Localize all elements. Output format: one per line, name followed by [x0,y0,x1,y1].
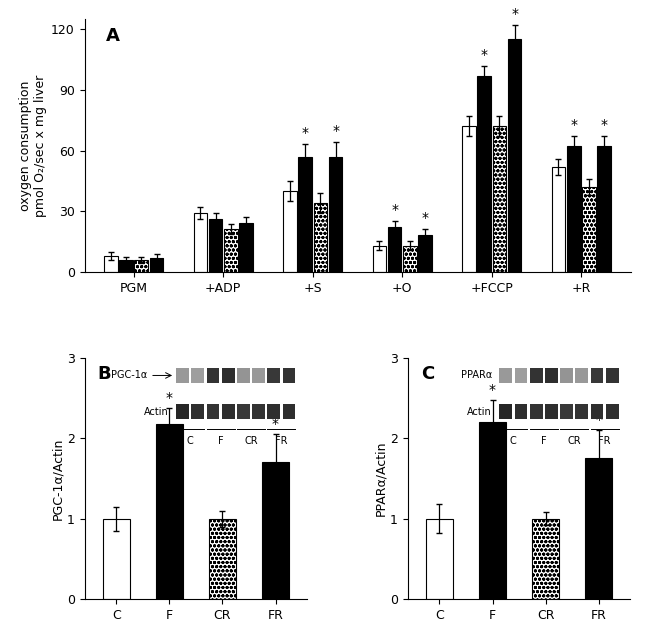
Text: C: C [510,436,517,446]
Bar [591,404,603,419]
Text: *: * [302,126,309,140]
Bar [262,462,289,599]
Bar [207,404,220,419]
Text: *: * [601,118,608,132]
Text: *: * [511,7,518,21]
Bar [567,147,580,272]
Text: F: F [218,436,224,446]
Text: CR: CR [567,436,581,446]
Bar [104,255,118,272]
Text: Actin: Actin [467,406,492,417]
Bar [606,368,619,383]
Y-axis label: PGC-1α/Actin: PGC-1α/Actin [51,437,64,520]
Text: Actin: Actin [144,406,169,417]
Text: *: * [489,383,496,397]
Bar [597,147,611,272]
Bar [191,404,204,419]
Text: CR: CR [244,436,258,446]
Bar [515,404,527,419]
Y-axis label: PPARα/Actin: PPARα/Actin [374,441,387,516]
Bar [372,245,386,272]
Text: *: * [422,211,428,225]
Bar [252,404,265,419]
Bar [462,126,476,272]
Bar [499,368,512,383]
Text: A: A [107,27,120,45]
Bar [575,404,588,419]
Bar [426,519,453,599]
Text: C: C [187,436,194,446]
Bar [239,224,253,272]
Bar [575,368,588,383]
Bar [267,368,280,383]
Bar [545,404,558,419]
Bar [545,368,558,383]
Bar [418,236,432,272]
Bar [176,404,189,419]
Bar [222,404,235,419]
Bar [606,404,619,419]
Bar [209,219,222,272]
Bar [560,368,573,383]
Bar [194,213,207,272]
Bar [532,519,559,599]
Text: F: F [541,436,547,446]
Text: *: * [480,48,488,62]
Bar [283,368,296,383]
Bar [252,368,265,383]
Text: *: * [391,203,398,217]
Text: *: * [166,390,173,404]
Bar [493,126,506,272]
Bar [388,227,402,272]
Bar [298,157,312,272]
Bar [591,368,603,383]
Text: *: * [595,413,602,427]
Bar [191,368,204,383]
Bar [209,519,236,599]
Bar [283,404,296,419]
Bar [582,187,596,272]
Bar [237,368,250,383]
Bar [479,422,506,599]
Bar [586,459,612,599]
Bar [156,424,183,599]
Bar [515,368,527,383]
Bar [176,368,189,383]
Bar [329,157,343,272]
Bar [499,404,512,419]
Bar [477,76,491,272]
Bar [237,404,250,419]
Text: B: B [98,366,112,383]
Bar [508,39,521,272]
Bar [119,260,133,272]
Bar [283,191,297,272]
Bar [403,245,417,272]
Text: PGC-1α: PGC-1α [111,371,147,380]
Y-axis label: oxygen consumption
pmol O₂/sec x mg liver: oxygen consumption pmol O₂/sec x mg live… [19,75,47,217]
Bar [530,368,543,383]
Bar [267,404,280,419]
Text: *: * [272,417,279,431]
Bar [560,404,573,419]
Bar [150,257,163,272]
Text: *: * [332,124,339,138]
Bar [222,368,235,383]
Bar [135,260,148,272]
Bar [103,519,129,599]
Bar [207,368,220,383]
Text: *: * [570,118,577,132]
Text: FR: FR [599,436,611,446]
Bar [552,167,566,272]
Text: PPARα: PPARα [461,371,492,380]
Bar [313,203,327,272]
Text: FR: FR [275,436,288,446]
Text: C: C [421,366,434,383]
Bar [530,404,543,419]
Bar [224,229,238,272]
